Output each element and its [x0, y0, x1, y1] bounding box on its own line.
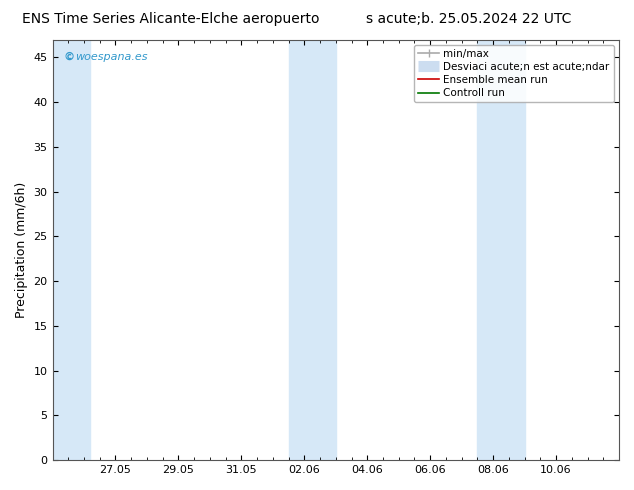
Bar: [477, 40, 524, 460]
Bar: [53, 40, 90, 460]
Legend: min/max, Desviaci acute;n est acute;ndar, Ensemble mean run, Controll run: min/max, Desviaci acute;n est acute;ndar…: [414, 45, 614, 102]
Text: woespana.es: woespana.es: [75, 52, 148, 62]
Text: ENS Time Series Alicante-Elche aeropuerto: ENS Time Series Alicante-Elche aeropuert…: [22, 12, 320, 26]
Y-axis label: Precipitation (mm/6h): Precipitation (mm/6h): [15, 182, 28, 318]
Text: s acute;b. 25.05.2024 22 UTC: s acute;b. 25.05.2024 22 UTC: [366, 12, 572, 26]
Bar: [288, 40, 336, 460]
Text: ©: ©: [64, 52, 75, 62]
